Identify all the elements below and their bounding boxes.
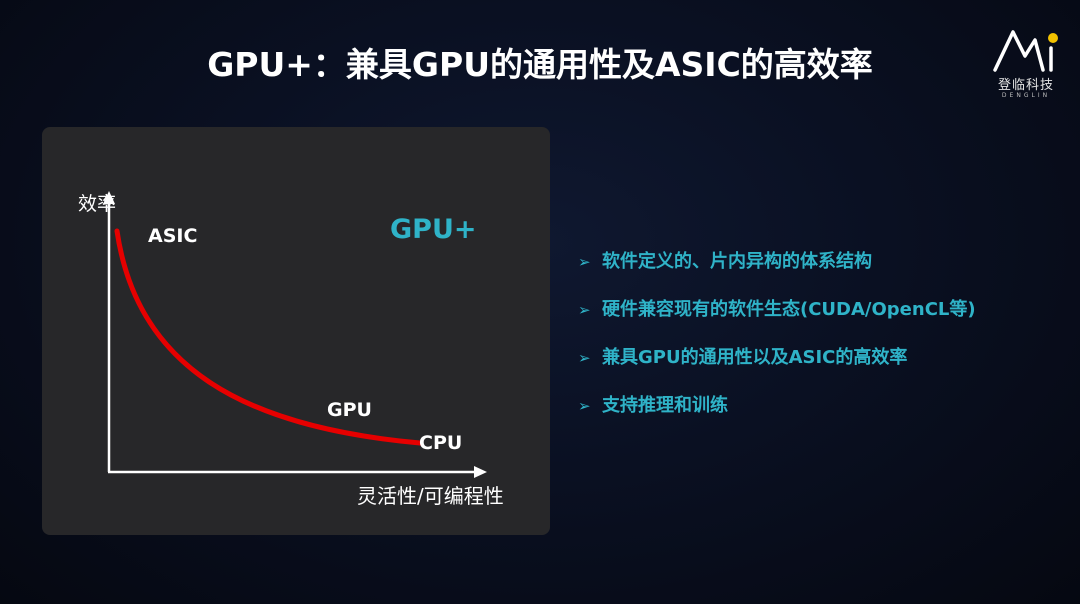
feature-item: ➢ 支持推理和训练 (578, 390, 976, 422)
feature-item: ➢ 硬件兼容现有的软件生态(CUDA/OpenCL等) (578, 294, 976, 326)
logo-company-name: 登临科技 (997, 78, 1054, 93)
x-axis-label: 灵活性/可编程性 (357, 484, 504, 508)
y-axis-arrow-icon (103, 191, 115, 204)
diagram-panel: 效率 灵活性/可编程性 ASIC GPU CPU GPU+ (42, 127, 550, 535)
logo-mountain-icon (993, 30, 1058, 72)
y-axis-label: 效率 (78, 193, 117, 215)
arrow-bullet-icon: ➢ (578, 397, 591, 415)
slide-title: GPU+：兼具GPU的通用性及ASIC的高效率 (207, 45, 873, 84)
highlight-label-gpu-plus: GPU+ (390, 214, 477, 245)
feature-item-text: 软件定义的、片内异构的体系结构 (602, 251, 872, 272)
feature-item-text: 硬件兼容现有的软件生态(CUDA/OpenCL等) (602, 299, 976, 320)
feature-item-text: 支持推理和训练 (602, 395, 728, 416)
feature-item: ➢ 兼具GPU的通用性以及ASIC的高效率 (578, 342, 976, 374)
arrow-bullet-icon: ➢ (578, 349, 591, 367)
arrow-bullet-icon: ➢ (578, 253, 591, 271)
logo-company-sub: DENGLIN (1001, 92, 1051, 99)
company-logo: 登临科技 DENGLIN (985, 26, 1067, 99)
efficiency-curve (114, 228, 423, 446)
arrow-bullet-icon: ➢ (578, 301, 591, 319)
curve-label-asic: ASIC (148, 225, 198, 247)
diagram-svg (103, 191, 487, 478)
curve-label-cpu: CPU (419, 432, 463, 454)
feature-item: ➢ 软件定义的、片内异构的体系结构 (578, 246, 976, 278)
curve-label-gpu: GPU (327, 399, 372, 421)
feature-list: ➢ 软件定义的、片内异构的体系结构 ➢ 硬件兼容现有的软件生态(CUDA/OpenC… (578, 246, 976, 438)
x-axis-arrow-icon (474, 466, 487, 478)
feature-item-text: 兼具GPU的通用性以及ASIC的高效率 (602, 347, 908, 368)
